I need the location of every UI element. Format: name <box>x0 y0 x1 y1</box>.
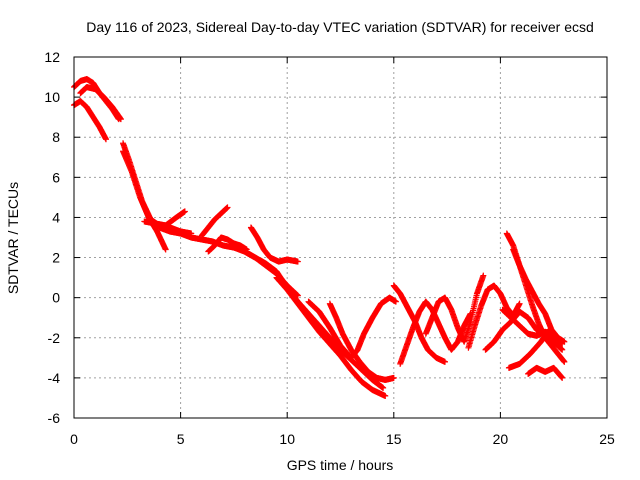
data-point <box>382 392 389 399</box>
data-point <box>441 358 448 365</box>
series-track-16 <box>397 298 474 367</box>
data-point <box>162 246 169 253</box>
y-tick-label: 2 <box>52 250 60 266</box>
series-track-24 <box>525 364 566 381</box>
x-axis-label: GPS time / hours <box>287 457 394 473</box>
data-point <box>561 358 568 365</box>
series-track-12 <box>273 274 389 399</box>
series-track-14 <box>326 300 397 383</box>
series-track-22 <box>510 246 568 345</box>
x-tick-label: 5 <box>177 431 185 447</box>
x-tick-label: 20 <box>493 431 509 447</box>
y-tick-label: 0 <box>52 290 60 306</box>
y-tick-label: 8 <box>52 129 60 145</box>
series-track-10 <box>247 224 301 265</box>
y-tick-label: 4 <box>52 209 60 225</box>
series-track-18 <box>465 282 523 351</box>
x-tick-label: 25 <box>599 431 615 447</box>
series-track-3 <box>77 84 124 123</box>
plot-frame <box>73 56 608 419</box>
data-point <box>224 204 231 211</box>
data-point <box>480 272 487 279</box>
y-tick-label: 6 <box>52 169 60 185</box>
x-tick-label: 15 <box>386 431 402 447</box>
series-track-9 <box>205 234 250 255</box>
data-point <box>559 346 566 353</box>
y-tick-label: 10 <box>44 89 60 105</box>
y-tick-label: -2 <box>48 330 61 346</box>
data-point <box>392 298 399 305</box>
data-point <box>102 136 109 143</box>
data-point <box>117 116 124 123</box>
series-track-6 <box>141 208 188 229</box>
y-tick-label: -4 <box>48 370 61 386</box>
grid-lines <box>74 57 607 418</box>
y-tick-label: -6 <box>48 410 61 426</box>
chart-title: Day 116 of 2023, Sidereal Day-to-day VTE… <box>86 19 594 35</box>
series-track-2 <box>71 98 109 143</box>
x-tick-label: 10 <box>279 431 295 447</box>
data-point <box>181 208 188 215</box>
axis-ticks: 0 5 10 15 20 25 -6 -4 -2 0 2 4 6 8 10 12 <box>44 49 615 447</box>
series-track-17 <box>422 272 487 345</box>
x-tick-label: 0 <box>70 431 78 447</box>
data-point <box>294 258 301 265</box>
data-point <box>390 374 397 381</box>
data-point <box>380 384 387 391</box>
series-track-8 <box>198 204 231 239</box>
data-marks <box>71 76 568 399</box>
y-tick-label: 12 <box>44 49 60 65</box>
series-track-5 <box>120 148 169 253</box>
y-axis-label: SDTVAR / TECUs <box>5 182 21 294</box>
data-point <box>516 300 523 307</box>
